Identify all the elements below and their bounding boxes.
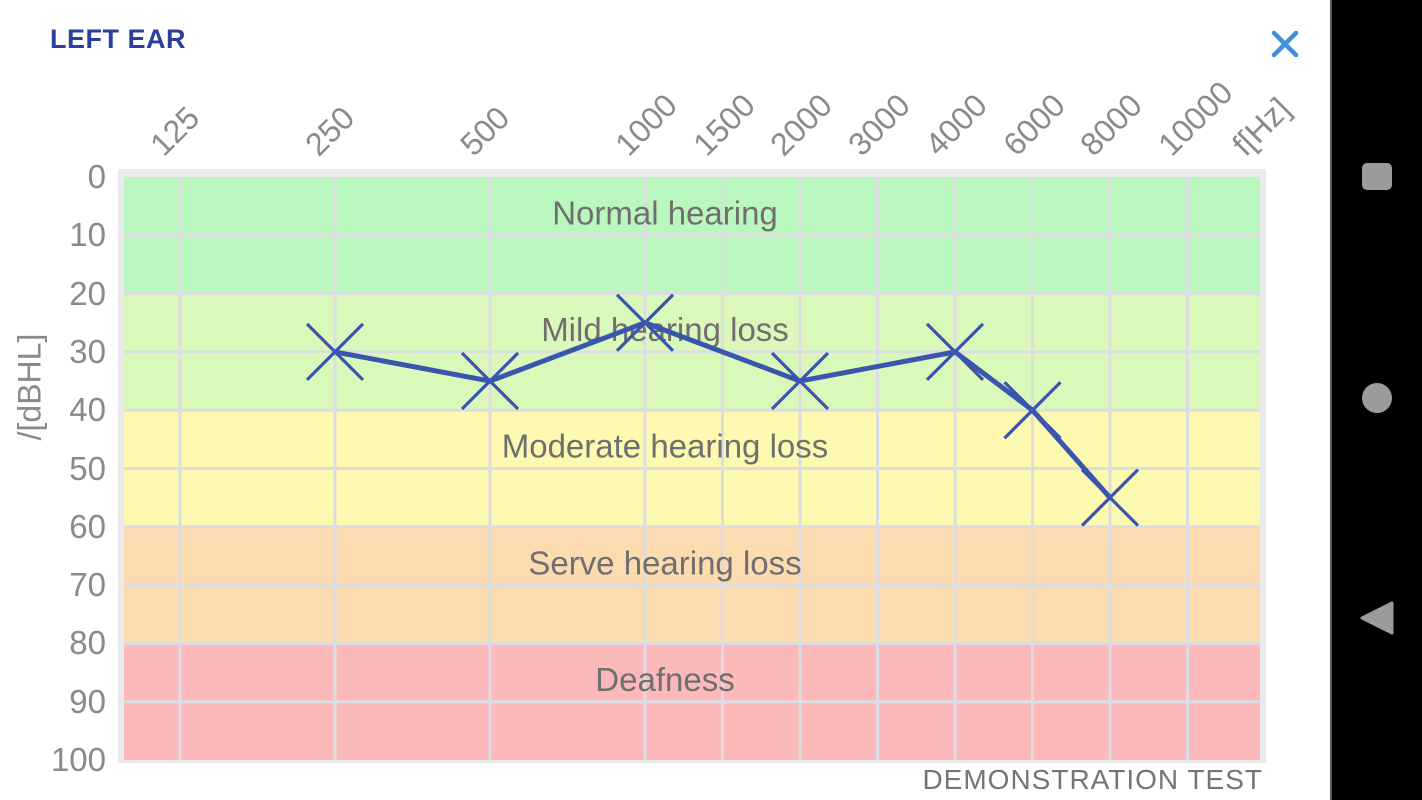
page-title: LEFT EAR	[50, 24, 186, 54]
data-point-marker[interactable]	[925, 322, 985, 382]
zone-label: Normal hearing	[552, 195, 778, 232]
data-point-marker[interactable]	[1080, 468, 1140, 527]
y-tick-label: 80	[69, 624, 106, 662]
close-icon	[1271, 30, 1299, 58]
home-circle-icon	[1362, 383, 1392, 413]
y-tick-label: 50	[69, 449, 106, 487]
data-point-marker[interactable]	[615, 293, 675, 352]
y-tick-label: 90	[69, 682, 106, 720]
home-button[interactable]	[1349, 370, 1405, 426]
back-triangle-icon	[1360, 601, 1394, 635]
x-tick-label: 4000	[918, 86, 994, 163]
x-tick-label: 500	[453, 99, 517, 163]
y-tick-label: 70	[69, 566, 106, 604]
recents-button[interactable]	[1349, 149, 1405, 205]
data-point-marker[interactable]	[1003, 381, 1062, 440]
demonstration-test-label: DEMONSTRATION TEST	[922, 764, 1263, 795]
x-tick-label: 6000	[995, 86, 1072, 163]
recents-square-icon	[1362, 163, 1392, 190]
zone-label: Deafness	[595, 661, 734, 698]
x-tick-label: 250	[298, 99, 362, 163]
zone-label: Moderate hearing loss	[502, 428, 829, 465]
y-tick-label: 100	[50, 741, 106, 778]
x-tick-label: 125	[143, 99, 207, 163]
audiogram-chart[interactable]: /[dBHL] Normal hearing Mild hearing loss M…	[0, 0, 1330, 800]
x-tick-label: 10000	[1150, 74, 1240, 163]
android-navigation-bar	[1330, 0, 1422, 800]
x-tick-label: 1500	[685, 86, 762, 163]
x-tick-label: 3000	[840, 86, 917, 163]
y-tick-label: 40	[69, 391, 106, 429]
y-tick-label: 20	[69, 274, 106, 312]
x-tick-label: 8000	[1073, 86, 1149, 163]
y-tick-label: 30	[69, 332, 106, 370]
data-point-marker[interactable]	[770, 351, 830, 411]
zone-label: Serve hearing loss	[528, 544, 801, 581]
x-tick-label: 2000	[763, 86, 839, 163]
y-tick-label: 0	[87, 158, 106, 195]
y-tick-label: 60	[69, 507, 106, 545]
close-button[interactable]	[1266, 25, 1304, 63]
data-point-marker[interactable]	[460, 351, 520, 411]
y-tick-label: 10	[69, 216, 106, 254]
back-button[interactable]	[1349, 590, 1405, 646]
data-point-marker[interactable]	[305, 322, 365, 382]
x-tick-label: 1000	[608, 86, 684, 163]
